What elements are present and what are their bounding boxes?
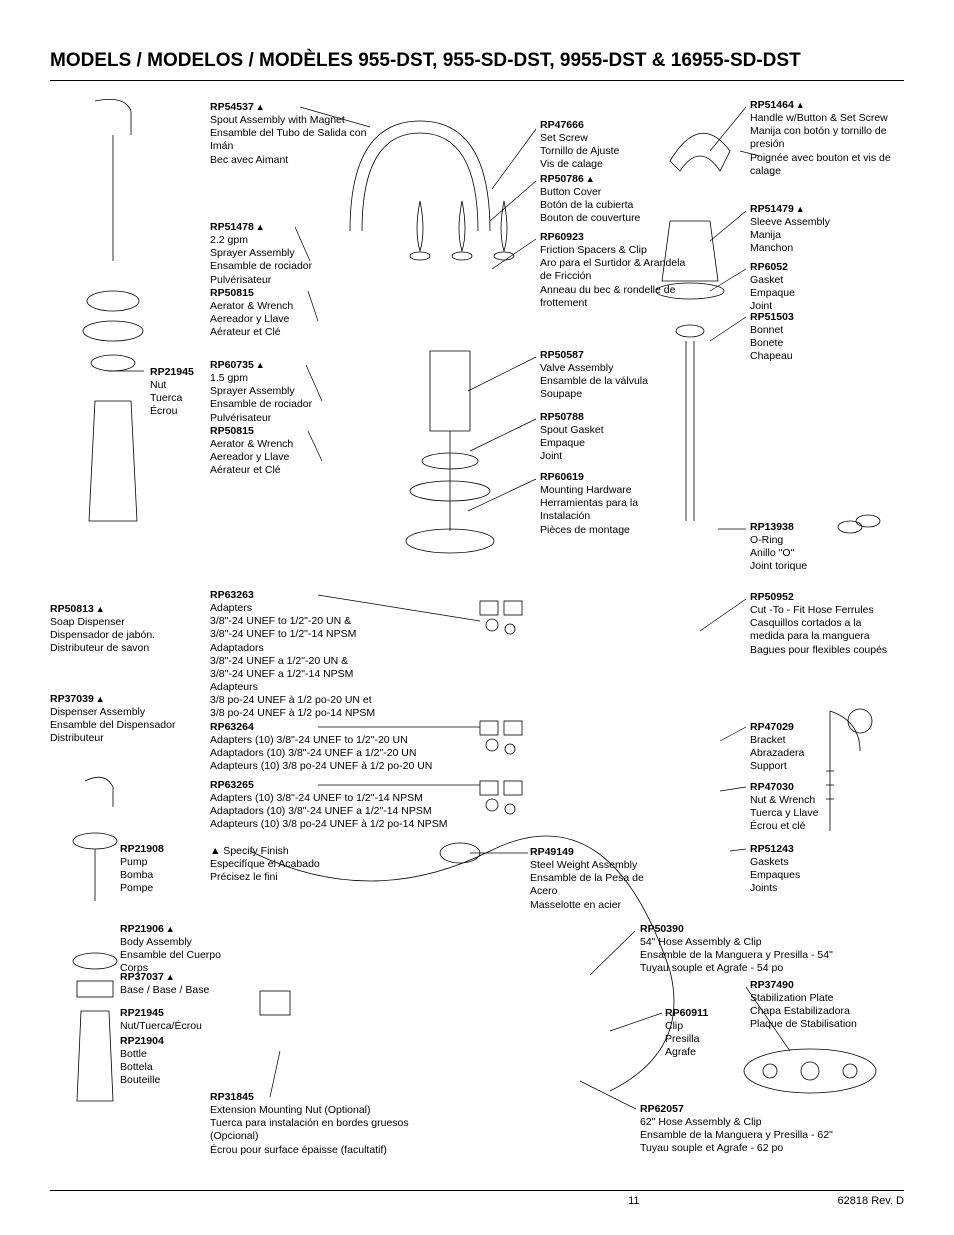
part-rp13938: RP13938O-RingAnillo "O"Joint torique [750,521,870,574]
finish-note: ▲ Specify Finish Especifíque el Acabado … [210,845,370,884]
part-rp50788: RP50788Spout GasketEmpaqueJoint [540,411,680,464]
part-rp49149: RP49149Steel Weight AssemblyEnsamble de … [530,846,670,912]
part-rp60619: RP60619Mounting HardwareHerramientas par… [540,471,680,537]
part-rp50813: RP50813Soap DispenserDispensador de jabó… [50,603,190,656]
part-rp50786: RP50786Button CoverBotón de la cubiertaB… [540,173,670,226]
part-rp51464: RP51464Handle w/Button & Set ScrewManija… [750,99,895,178]
part-rp6052: RP6052GasketEmpaqueJoint [750,261,870,314]
doc-rev: 62818 Rev. D [838,1195,904,1207]
part-rp47030: RP47030Nut & WrenchTuerca y LlaveÉcrou e… [750,781,870,834]
part-rp63265: RP63265Adapters (10) 3/8"-24 UNEF to 1/2… [210,779,450,832]
page-footer: 11 62818 Rev. D [50,1190,904,1207]
part-rp47666: RP47666Set ScrewTornillo de AjusteVis de… [540,119,660,172]
part-rp50952: RP50952Cut -To - Fit Hose FerrulesCasqui… [750,591,895,657]
part-rp37039: RP37039Dispenser AssemblyEnsamble del Di… [50,693,190,746]
part-rp60735: RP607351.5 gpmSprayer AssemblyEnsamble d… [210,359,360,425]
part-rp51478: RP514782.2 gpmSprayer AssemblyEnsamble d… [210,221,360,287]
part-rp51479: RP51479Sleeve AssemblyManijaManchon [750,203,880,256]
part-rp60923: RP60923Friction Spacers & ClipAro para e… [540,231,690,310]
part-rp51503: RP51503BonnetBoneteChapeau [750,311,870,364]
page-number: 11 [628,1195,639,1207]
part-rp31845: RP31845Extension Mounting Nut (Optional)… [210,1091,440,1157]
part-rp21945a: RP21945NutTuercaÉcrou [150,366,210,419]
part-rp60911: RP60911ClipPresillaAgrafe [665,1007,745,1060]
part-rp50815b: RP50815Aerator & WrenchAereador y LlaveA… [210,425,360,478]
part-rp50587: RP50587Valve AssemblyEnsamble de la válv… [540,349,680,402]
part-rp63263: RP63263Adapters3/8"-24 UNEF to 1/2"-20 U… [210,589,410,720]
part-rp50390: RP5039054" Hose Assembly & ClipEnsamble … [640,923,870,976]
part-rp21904: RP21904BottleBottelaBouteille [120,1035,220,1088]
part-rp21945b: RP21945Nut/Tuerca/Écrou [120,1007,250,1033]
page-title: MODELS / MODELOS / MODÈLES 955-DST, 955-… [50,50,904,72]
part-rp62057: RP6205762" Hose Assembly & ClipEnsamble … [640,1103,880,1156]
part-rp51243: RP51243GasketsEmpaquesJoints [750,843,870,896]
part-rp37037: RP37037Base / Base / Base [120,971,250,997]
part-rp47029: RP47029BracketAbrazaderaSupport [750,721,870,774]
part-rp37490: RP37490Stabilization PlateChapa Estabili… [750,979,890,1032]
part-rp54537: RP54537Spout Assembly with MagnetEnsambl… [210,101,380,167]
part-rp21906: RP21906Body AssemblyEnsamble del CuerpoC… [120,923,250,976]
part-rp50815a: RP50815Aerator & WrenchAereador y LlaveA… [210,287,360,340]
part-rp63264: RP63264Adapters (10) 3/8"-24 UNEF to 1/2… [210,721,450,774]
title-rule [50,80,904,81]
parts-diagram: ▲ Specify Finish Especifíque el Acabado … [50,91,904,1171]
part-rp21908: RP21908PumpBombaPompe [120,843,220,896]
